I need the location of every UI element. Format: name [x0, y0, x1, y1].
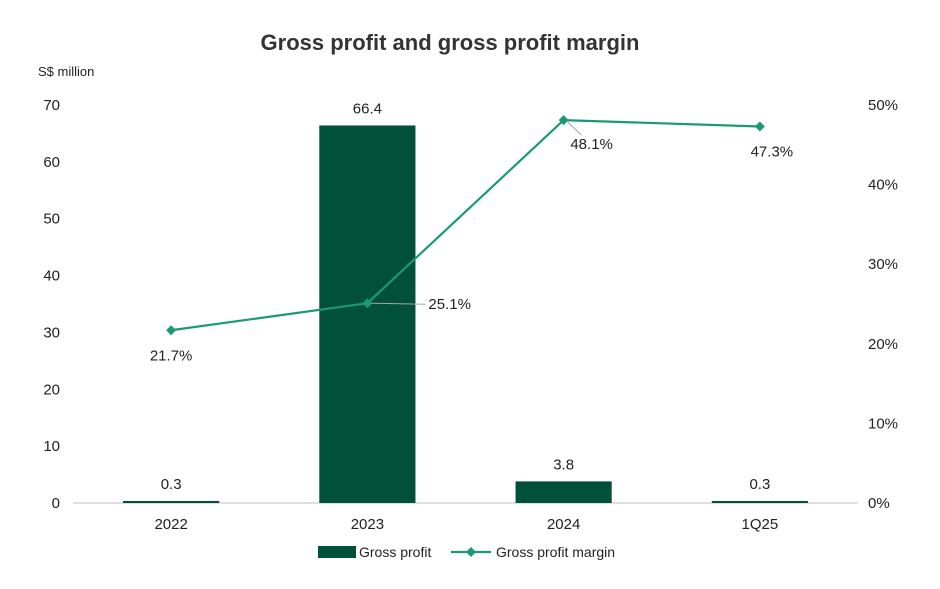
bar-value-label: 0.3 [749, 476, 770, 493]
y-right-tick-label: 40% [868, 177, 898, 194]
line-marker [166, 325, 177, 336]
y-right-tick-label: 0% [868, 495, 890, 512]
x-tick-label: 2022 [154, 516, 187, 533]
bar-value-label: 66.4 [353, 100, 382, 117]
y-right-tick-label: 50% [868, 97, 898, 114]
line-marker [754, 121, 765, 132]
bar [123, 501, 220, 503]
y-left-tick-label: 0 [52, 495, 60, 512]
legend-bar-swatch [318, 546, 356, 558]
y-right-tick-label: 10% [868, 415, 898, 432]
bar-value-label: 3.8 [553, 456, 574, 473]
bar-value-label: 0.3 [161, 476, 182, 493]
y-left-tick-label: 40 [43, 268, 60, 285]
bar [515, 481, 612, 503]
bar [319, 125, 416, 504]
chart-title: Gross profit and gross profit margin [261, 30, 640, 55]
label-leader-line [567, 121, 582, 136]
bar-series [123, 125, 808, 504]
line-value-label: 47.3% [751, 143, 794, 160]
line-value-label: 48.1% [570, 136, 613, 153]
y-left-tick-label: 20 [43, 381, 60, 398]
line-value-label: 21.7% [150, 347, 193, 364]
line-value-label: 25.1% [428, 296, 471, 313]
legend-bar-label: Gross profit [359, 544, 431, 560]
y-right-tick-label: 20% [868, 336, 898, 353]
legend-line-label: Gross profit margin [496, 544, 615, 560]
y-left-tick-label: 30 [43, 324, 60, 341]
y-left-tick-label: 60 [43, 154, 60, 171]
label-leader-line [371, 302, 426, 305]
margin-line [170, 119, 760, 332]
legend-line-marker [466, 547, 476, 557]
data-labels: 0.3 66.4 3.8 0.3 21.7% 25.1% 48.1% 47.3% [150, 100, 793, 493]
legend: Gross profit Gross profit margin [318, 544, 615, 560]
bar [711, 501, 808, 503]
x-tick-label: 2023 [351, 516, 384, 533]
y-left-tick-label: 10 [43, 438, 60, 455]
y-right-tick-label: 30% [868, 256, 898, 273]
y-unit-label: S$ million [38, 64, 94, 79]
y-left-tick-label: 70 [43, 97, 60, 114]
y-left-tick-label: 50 [43, 211, 60, 228]
line-marker [558, 115, 569, 126]
line-series [166, 115, 765, 336]
x-tick-label: 2024 [547, 516, 580, 533]
x-tick-label: 1Q25 [742, 516, 779, 533]
line-marker [362, 298, 373, 309]
axes: 0 10 20 30 40 50 60 70 0% 10% 20% 30% 40% 50% 2022 2023… [43, 97, 898, 533]
